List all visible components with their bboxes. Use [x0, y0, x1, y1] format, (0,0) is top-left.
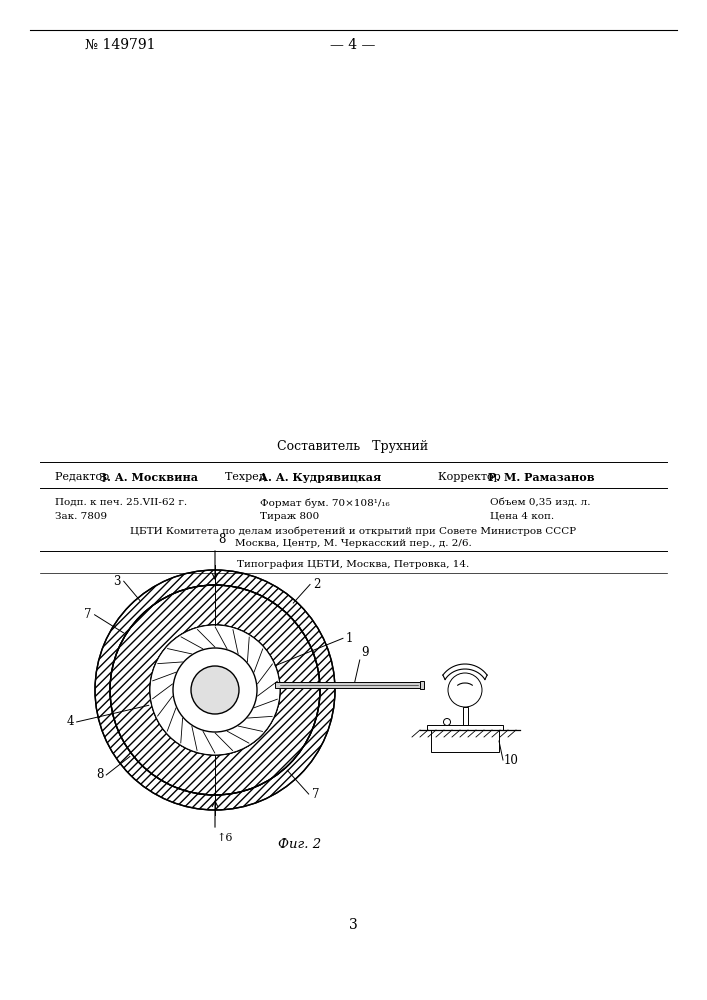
Text: З. А. Москвина: З. А. Москвина	[99, 472, 198, 483]
Text: Объем 0,35 изд. л.: Объем 0,35 изд. л.	[490, 498, 590, 507]
Text: ЦБТИ Комитета по делам изобретений и открытий при Совете Министров СССР: ЦБТИ Комитета по делам изобретений и отк…	[130, 526, 576, 536]
Text: Москва, Центр, М. Черкасский пер., д. 2/6.: Москва, Центр, М. Черкасский пер., д. 2/…	[235, 539, 472, 548]
Text: 1: 1	[346, 632, 353, 645]
Text: № 149791: № 149791	[85, 38, 156, 52]
Circle shape	[150, 625, 280, 755]
Text: Редактор: Редактор	[55, 472, 112, 482]
Text: — 4 —: — 4 —	[330, 38, 375, 52]
Text: Подп. к печ. 25.VII-62 г.: Подп. к печ. 25.VII-62 г.	[55, 498, 187, 507]
Bar	[431, 730, 499, 752]
Text: 3: 3	[349, 918, 357, 932]
Text: 8: 8	[96, 768, 103, 781]
Text: Формат бум. 70×108¹/₁₆: Формат бум. 70×108¹/₁₆	[260, 498, 390, 508]
Text: Составитель   Трухний: Составитель Трухний	[277, 440, 428, 453]
Text: Цена 4 коп.: Цена 4 коп.	[490, 512, 554, 521]
Text: А. А. Кудрявицкая: А. А. Кудрявицкая	[259, 472, 381, 483]
Text: 8: 8	[218, 533, 226, 546]
Text: 2: 2	[313, 578, 320, 591]
Text: Фиг. 2: Фиг. 2	[279, 838, 322, 852]
Text: Техред: Техред	[225, 472, 269, 482]
Text: Корректор: Корректор	[438, 472, 504, 482]
Text: Тираж 800: Тираж 800	[260, 512, 320, 521]
Bar	[427, 725, 503, 730]
Text: 7: 7	[84, 608, 92, 621]
Circle shape	[173, 648, 257, 732]
Text: ↑6: ↑6	[217, 833, 233, 843]
Text: 4: 4	[66, 715, 74, 728]
Bar	[420, 681, 424, 689]
Circle shape	[448, 673, 482, 707]
Text: 9: 9	[361, 646, 368, 659]
Bar	[275, 682, 420, 688]
Text: Типография ЦБТИ, Москва, Петровка, 14.: Типография ЦБТИ, Москва, Петровка, 14.	[237, 560, 469, 569]
Text: Р. М. Рамазанов: Р. М. Рамазанов	[488, 472, 595, 483]
Text: 3: 3	[113, 575, 121, 588]
Text: Зак. 7809: Зак. 7809	[55, 512, 107, 521]
Circle shape	[443, 718, 450, 726]
Text: 10: 10	[504, 754, 519, 766]
Circle shape	[191, 666, 239, 714]
Bar	[462, 707, 467, 725]
Text: 7: 7	[312, 788, 320, 801]
